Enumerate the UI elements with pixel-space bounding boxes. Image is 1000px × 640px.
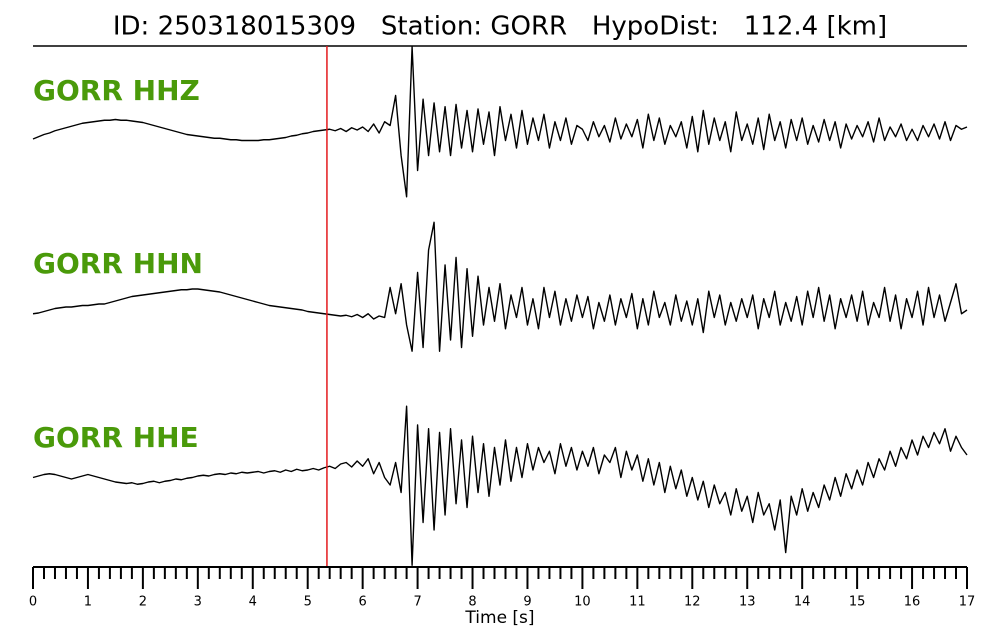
trace-label: GORR HHE xyxy=(33,421,199,454)
x-tick-label: 12 xyxy=(684,595,701,610)
x-tick-label: 1 xyxy=(84,595,92,610)
x-tick-label: 3 xyxy=(194,595,202,610)
x-tick-label: 16 xyxy=(904,595,921,610)
chart-title: ID: 250318015309 Station: GORR HypoDist:… xyxy=(113,12,887,42)
trace-label: GORR HHZ xyxy=(33,74,200,107)
x-tick-label: 6 xyxy=(359,595,367,610)
x-tick-label: 0 xyxy=(29,595,37,610)
x-tick-label: 4 xyxy=(249,595,257,610)
x-tick-label: 9 xyxy=(523,595,531,610)
waveform xyxy=(32,405,968,566)
x-tick-label: 2 xyxy=(139,595,147,610)
x-tick-label: 15 xyxy=(849,595,866,610)
x-tick-label: 7 xyxy=(413,595,421,610)
x-tick-label: 11 xyxy=(629,595,646,610)
x-axis-label: Time [s] xyxy=(464,608,534,628)
x-tick-label: 17 xyxy=(959,595,976,610)
x-tick-label: 14 xyxy=(794,595,811,610)
x-tick-label: 8 xyxy=(468,595,476,610)
trace-label: GORR HHN xyxy=(33,247,203,280)
x-tick-label: 13 xyxy=(739,595,756,610)
x-tick-label: 5 xyxy=(304,595,312,610)
x-tick-label: 10 xyxy=(574,595,591,610)
waveform xyxy=(32,46,968,198)
waveform xyxy=(32,221,968,352)
